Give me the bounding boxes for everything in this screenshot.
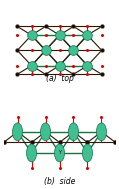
Ellipse shape: [27, 144, 37, 162]
Ellipse shape: [96, 123, 107, 141]
Text: (b)  side: (b) side: [44, 177, 75, 186]
Text: (a)  top: (a) top: [46, 74, 73, 83]
Ellipse shape: [82, 144, 92, 162]
Ellipse shape: [55, 144, 64, 162]
Ellipse shape: [12, 123, 23, 141]
Ellipse shape: [40, 123, 51, 141]
Text: Y: Y: [58, 150, 61, 156]
Ellipse shape: [68, 123, 79, 141]
